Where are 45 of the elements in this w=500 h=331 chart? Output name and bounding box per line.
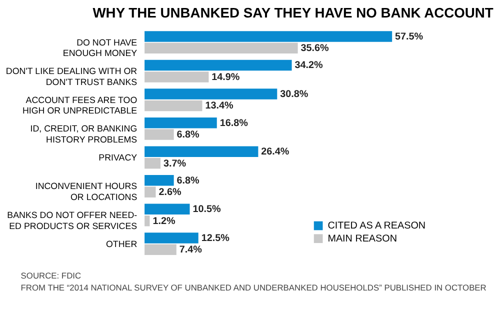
bar [144,88,278,100]
bar [144,129,174,140]
data-label: 30.8% [280,89,308,100]
y-tick-label: DON'T LIKE DEALING WITH OR DON'T TRUST BANKS [6,66,138,87]
data-label: 1.2% [152,216,176,227]
y-tick-label: BANKS DO NOT OFFER NEED- ED PRODUCTS OR SERVICES [7,210,138,231]
bar [144,72,209,82]
data-label: 7.4% [179,244,202,256]
data-label: 35.6% [300,43,330,54]
data-label: 34.2% [294,60,323,72]
legend-label: CITED AS A REASON [328,220,426,232]
y-tick-label: ID, CREDIT, OR BANKING HISTORY PROBLEMS [30,124,138,145]
y-tick-label: PRIVACY [98,152,138,162]
bar [144,146,258,157]
text: FROM THE “2014 NATIONAL SURVEY OF UNBANKED AND UNDERBANKED HOUSEHOLDS” PUBLISHED IN OCTOBER [20,282,486,293]
bar [144,42,298,54]
data-label: 14.9% [212,72,240,83]
bar [144,186,156,198]
data-label: 12.5% [201,232,230,244]
data-label: 2.6% [158,187,182,198]
y-tick-label: OTHER [106,238,138,249]
data-label: 57.5% [395,31,424,42]
bar [144,100,202,112]
y-tick-label: DO NOT HAVE ENOUGH MONEY [62,37,138,58]
bar [144,60,292,71]
bar [144,158,160,169]
data-label: 13.4% [205,100,234,112]
chart-title: WHY THE UNBANKED SAY THEY HAVE NO BANK ACCOUNT [92,4,494,20]
legend-label: MAIN REASON [328,234,397,245]
bar [144,204,190,215]
bar [144,31,392,42]
data-label: 26.4% [261,146,290,158]
y-tick-label: INCONVENIENT HOURS OR LOCATIONS [35,181,138,202]
bar [144,215,150,226]
y-tick-label: ACCOUNT FEES ARE TOO HIGH OR UNPREDICTABLE [22,94,138,116]
data-label: 10.5% [192,204,221,216]
data-label: 16.8% [220,118,248,129]
data-label: 6.8% [176,175,200,186]
bar [144,175,174,186]
bar [144,117,217,128]
data-label: 6.8% [176,129,200,140]
data-label: 3.7% [163,158,186,170]
bar [144,232,198,244]
bar [144,244,176,256]
source-note: SOURCE: FDIC [20,270,82,281]
